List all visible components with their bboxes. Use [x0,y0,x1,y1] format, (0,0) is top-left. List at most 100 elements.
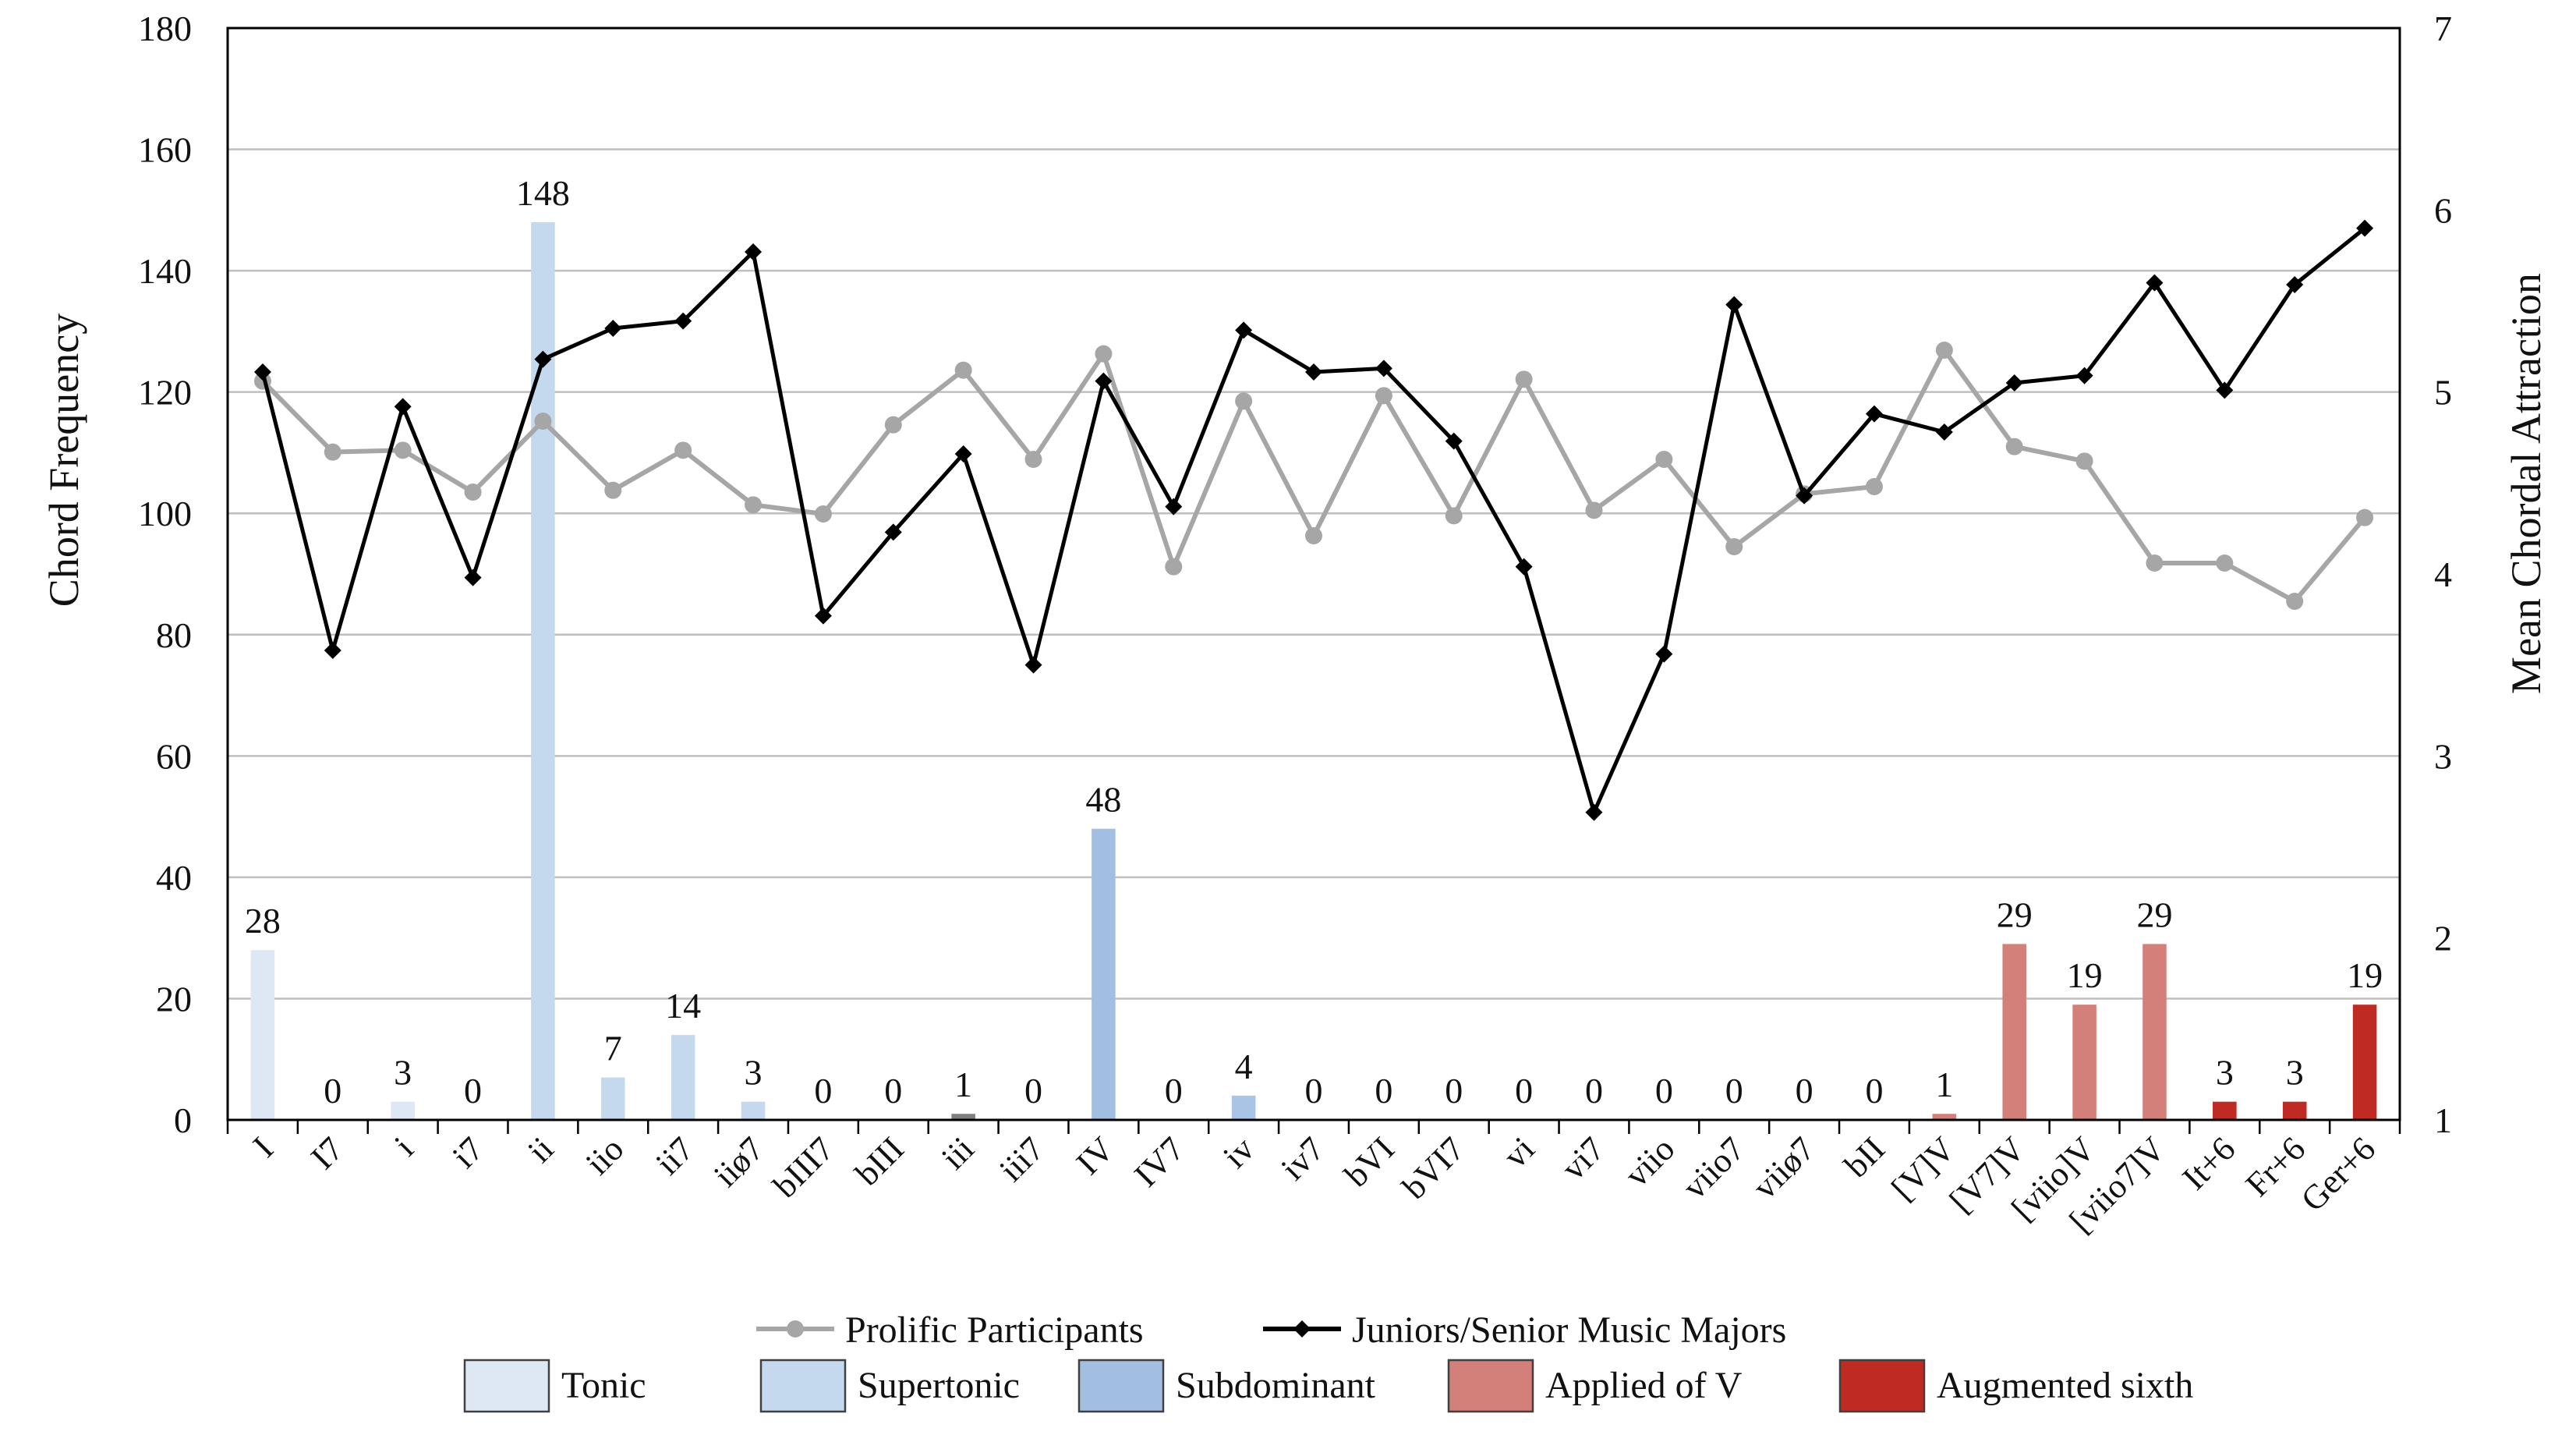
bar [1932,1114,1957,1120]
series-point [1235,392,1253,410]
bar-value-label: 0 [1165,1071,1183,1111]
bar-value-label: 0 [1865,1071,1883,1111]
series-point [814,505,832,523]
series-line [260,226,2366,815]
y-right-tick-label: 6 [2434,190,2452,230]
bar-value-label: 1 [954,1065,972,1104]
y-right-tick-label: 4 [2434,554,2452,594]
x-category-label: vi [1496,1129,1542,1175]
series-point [2356,508,2374,526]
series-point [1095,345,1113,363]
series-point [534,413,552,430]
series-point [1445,507,1463,525]
x-category-label: bVI [1337,1129,1402,1194]
series-point [2286,276,2304,293]
legend-label: Supertonic [858,1365,1020,1406]
y-right-tick-label: 5 [2434,373,2452,413]
series-point [1865,405,1883,423]
x-category-label: viio [1617,1129,1682,1194]
series-point [1796,487,1813,505]
x-category-label: iii [934,1129,982,1177]
series-point [1515,558,1533,576]
bar-value-label: 3 [2216,1053,2234,1093]
y-right-tick-label: 7 [2434,9,2452,48]
series-point [1024,656,1042,674]
series-point [1725,538,1743,555]
bar [250,950,275,1120]
series-point [1585,803,1603,821]
series-point [2216,554,2234,572]
y-right-tick-label: 2 [2434,919,2452,958]
y-right-tick-label: 3 [2434,736,2452,776]
plot-border [226,27,2401,1121]
plot-frame [226,27,2401,1134]
bar-value-label: 29 [2136,895,2172,934]
bar-value-label: 7 [604,1029,622,1068]
x-category-label: Ger+6 [2294,1129,2383,1218]
y-axis-right-title: Mean Chordal Attraction [2503,273,2549,694]
bar-value-label: 48 [1085,780,1121,820]
x-category-label: i7 [445,1129,491,1175]
bar-value-label: 3 [394,1053,412,1093]
series-point [1725,296,1743,314]
legend-label: Applied of V [1545,1365,1743,1406]
bar-value-label: 0 [324,1071,341,1111]
y-left-tick-label: 160 [138,130,192,170]
bar [2282,1101,2307,1120]
x-category-label: viio7 [1675,1129,1753,1206]
series-point [1305,527,1322,544]
series-point [2075,367,2093,384]
series-point [674,312,692,330]
series-point [1305,363,1322,381]
bar-series [250,221,2377,1120]
y-left-tick-label: 60 [156,736,192,776]
series-point [324,443,341,461]
bar [951,1114,975,1120]
bar-value-label: 0 [1585,1071,1603,1111]
x-category-label: viiø7 [1746,1129,1823,1206]
bar-value-label: 4 [1235,1047,1253,1086]
series-point [394,441,412,459]
data-labels: 28 0 3 0 148 7 14 3 0 0 1 0 48 0 4 0 0 0 0 0 0 0 0 0 1 29 19 29 3 3 19 [245,173,2383,1111]
bar-value-label: 1 [1935,1065,1953,1104]
bar [391,1101,415,1120]
gridlines [228,148,2400,1000]
legend-swatch [1838,1359,1926,1413]
bar-value-label: 0 [1375,1071,1392,1111]
bar [2002,944,2026,1120]
bar-value-label: 0 [1725,1071,1743,1111]
legend-swatch [1077,1359,1165,1413]
x-category-label: It+6 [2175,1129,2243,1197]
bar-value-label: 19 [2347,955,2383,995]
series-point [1655,451,1673,468]
bar-value-label: 29 [1997,895,2033,934]
series-point [1655,645,1673,663]
series-point [1585,501,1603,519]
x-category-label: bII [1837,1129,1892,1185]
line-series [253,219,2374,821]
x-category-label: ii [521,1129,561,1170]
y-axis-left-title: Chord Frequency [41,314,87,607]
series-point [1445,432,1463,450]
y-right-tick-label: 1 [2434,1100,2452,1140]
series-point [745,243,763,260]
series-point [884,523,902,541]
bar [1231,1095,1256,1120]
legend-swatch [1447,1359,1534,1413]
series-point [1865,478,1883,495]
bar-value-label: 0 [1305,1071,1323,1111]
bar-value-label: 0 [1515,1071,1533,1111]
legend-marker [787,1320,804,1337]
series-point [2005,374,2023,392]
series-point [464,569,482,586]
x-category-label: I [246,1129,281,1164]
x-category-label: ii7 [649,1129,701,1182]
bar [2213,1101,2237,1120]
bar [2072,1004,2097,1120]
x-category-label: iv [1215,1129,1261,1175]
legend-label: Augmented sixth [1937,1365,2193,1406]
series-point [2356,219,2374,237]
